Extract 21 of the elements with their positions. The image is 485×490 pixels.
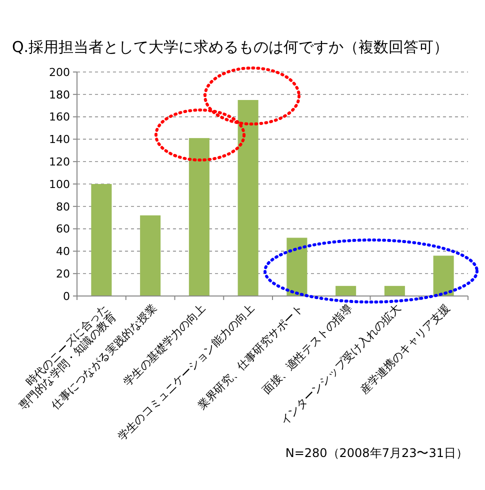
y-tick-label: 80 bbox=[56, 200, 70, 214]
y-tick-label: 160 bbox=[49, 110, 70, 124]
y-tick-label: 200 bbox=[49, 66, 70, 79]
bar bbox=[384, 286, 405, 296]
y-tick-label: 180 bbox=[49, 88, 70, 102]
bar bbox=[91, 184, 112, 296]
y-tick-label: 0 bbox=[63, 290, 70, 303]
y-tick-label: 20 bbox=[56, 267, 70, 280]
bar bbox=[286, 238, 308, 296]
bar bbox=[238, 100, 258, 296]
y-tick-label: 100 bbox=[49, 178, 70, 191]
bar bbox=[188, 138, 210, 296]
y-tick-label: 120 bbox=[49, 155, 70, 168]
y-tick-label: 140 bbox=[49, 133, 70, 146]
bar bbox=[336, 286, 356, 296]
bar bbox=[140, 215, 161, 296]
text: N=280（2008年7月23〜31日） bbox=[285, 446, 468, 460]
chart-title: Q.採用担当者として大学に求めるものは何ですか（複数回答可） bbox=[12, 38, 449, 56]
bar bbox=[433, 256, 454, 296]
y-tick-label: 40 bbox=[56, 245, 70, 258]
y-tick-label: 60 bbox=[56, 222, 70, 236]
